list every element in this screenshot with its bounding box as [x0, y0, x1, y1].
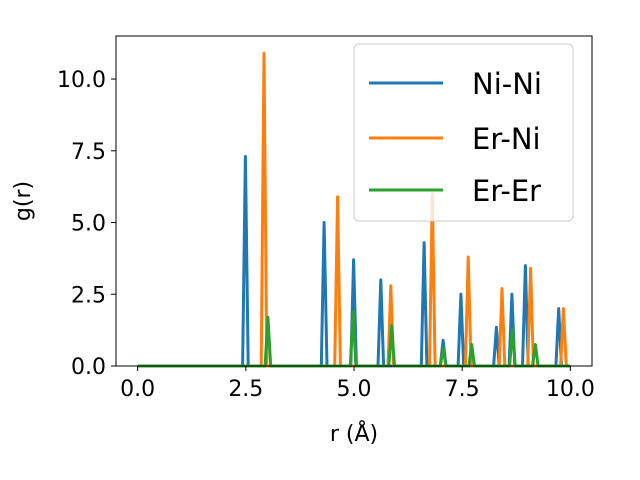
x-tick-label: 5.0 [337, 377, 372, 402]
legend-label: Er-Ni [472, 122, 541, 156]
y-tick-label: 0.0 [71, 355, 106, 380]
x-tick-label: 7.5 [445, 377, 480, 402]
legend-label: Ni-Ni [472, 67, 542, 101]
x-tick-label: 2.5 [228, 377, 263, 402]
y-tick-label: 2.5 [71, 283, 106, 308]
legend-entry-er-er: Er-Er [369, 174, 541, 208]
legend-box [353, 43, 574, 222]
legend-label: Er-Er [472, 174, 541, 208]
legend-entries: Ni-Ni Er-Ni Er-Er [369, 67, 542, 208]
y-axis: 0.0 2.5 5.0 7.5 10.0 [57, 68, 116, 380]
y-tick-label: 5.0 [71, 212, 106, 237]
legend: Ni-Ni Er-Ni Er-Er [353, 43, 574, 222]
x-axis-label: r (Å) [330, 420, 378, 447]
x-tick-label: 0.0 [120, 377, 155, 402]
legend-entry-er-ni: Er-Ni [369, 122, 541, 156]
x-axis: 0.0 2.5 5.0 7.5 10.0 [120, 366, 595, 402]
y-tick-label: 10.0 [57, 68, 106, 93]
x-tick-label: 10.0 [546, 377, 595, 402]
y-tick-label: 7.5 [71, 140, 106, 165]
y-axis-label: g(r) [11, 181, 36, 221]
legend-entry-ni-ni: Ni-Ni [369, 67, 542, 101]
series-line-ni-ni [137, 155, 571, 368]
series-ni-ni [137, 155, 571, 368]
